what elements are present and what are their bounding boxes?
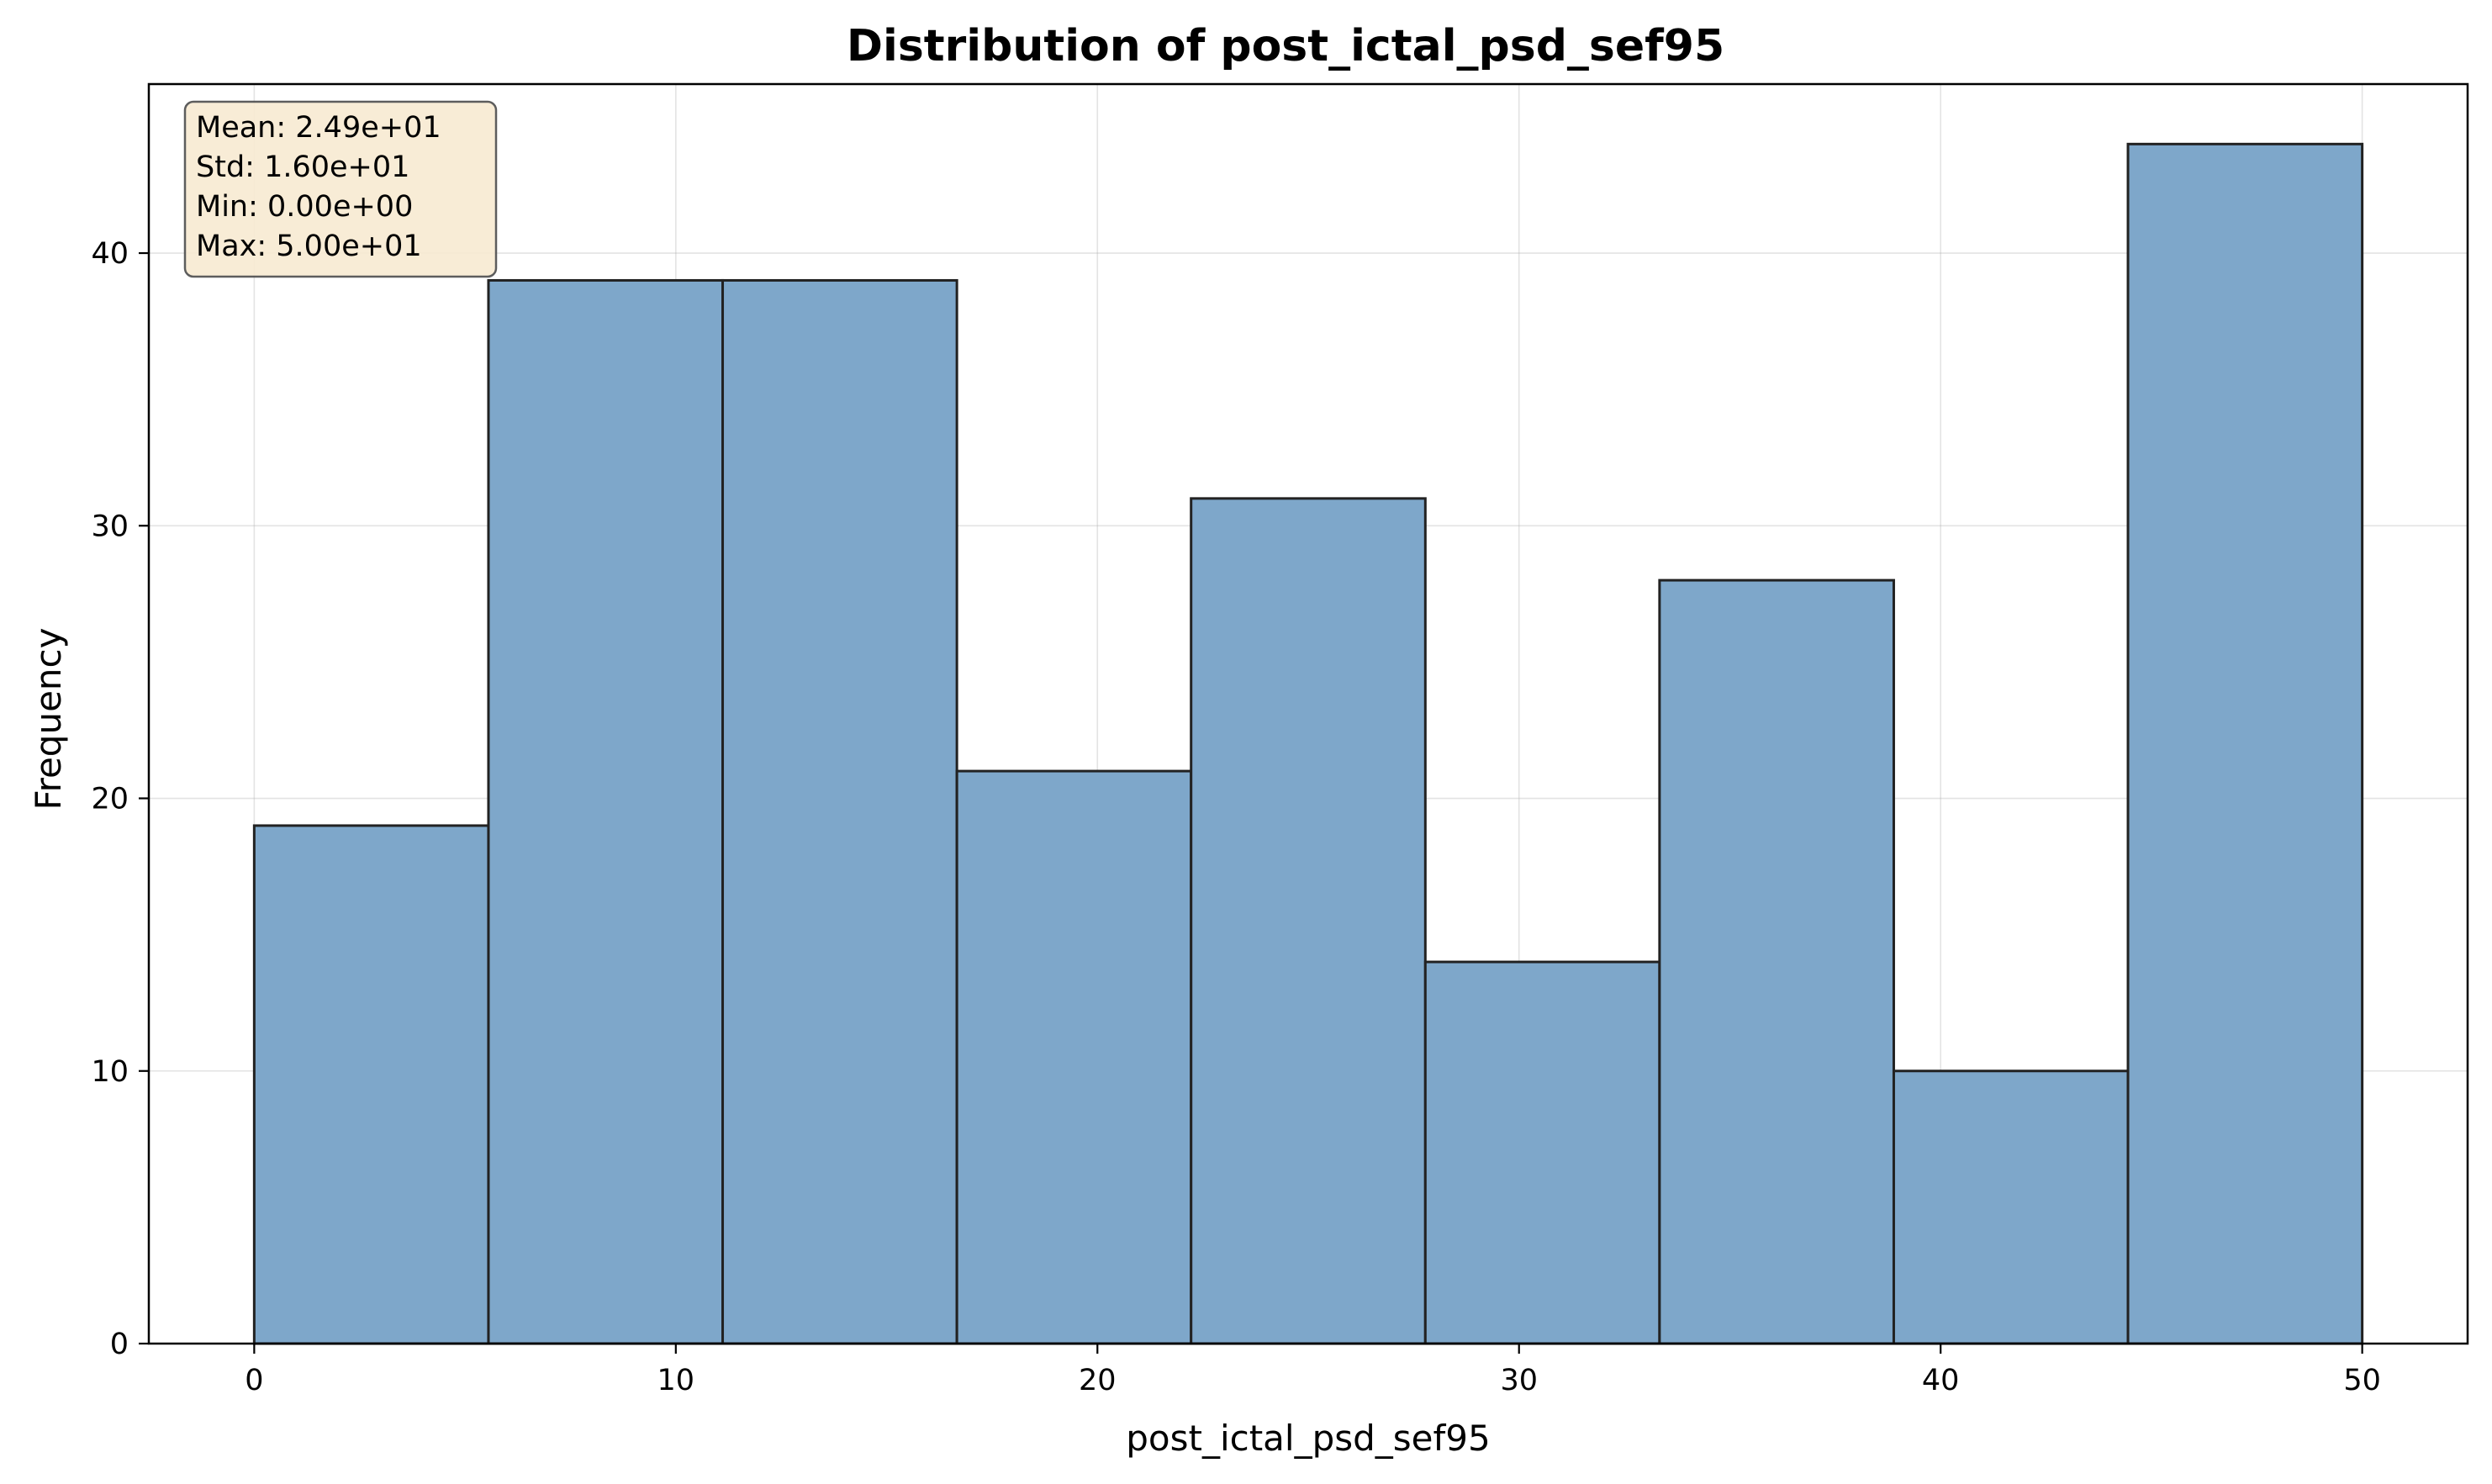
histogram-bar-8 [2126,142,2364,1345]
histogram-bar-3 [955,769,1193,1345]
x-tick-label-1: 10 [657,1364,695,1397]
stats-std: Std: 1.60e+01 [196,151,409,184]
histogram-bar-1 [487,278,725,1345]
histogram-bar-6 [1658,578,1895,1345]
x-tick-label-5: 50 [2343,1364,2381,1397]
histogram-bar-0 [252,824,490,1345]
y-tick-label-1: 10 [91,1055,129,1089]
x-tick-label-2: 20 [1079,1364,1117,1397]
histogram-bar-4 [1190,497,1427,1345]
stats-max: Max: 5.00e+01 [196,230,422,263]
y-tick-label-4: 40 [91,237,129,271]
stats-box-background [183,100,498,278]
plot-frame [147,82,2469,1345]
stats-box: Mean: 2.49e+01 Std: 1.60e+01 Min: 0.00e+… [183,100,498,278]
x-tick-label-3: 30 [1500,1364,1538,1397]
x-axis-ticks: 0 10 20 30 40 50 [245,1344,2381,1397]
x-tick-label-0: 0 [245,1364,263,1397]
x-axis-label: post_ictal_psd_sef95 [1126,1418,1491,1459]
histogram-bar-2 [721,278,958,1345]
x-tick-label-4: 40 [1922,1364,1960,1397]
histogram-bar-5 [1423,960,1661,1345]
histogram-bar-7 [1892,1069,2130,1345]
stats-mean: Mean: 2.49e+01 [196,111,441,145]
y-axis-ticks: 0 10 20 30 40 [91,237,149,1361]
bars [252,142,2364,1345]
y-tick-label-3: 30 [91,510,129,543]
stats-min: Min: 0.00e+00 [196,190,413,224]
chart-title: Distribution of post_ictal_psd_sef95 [847,21,1724,71]
y-tick-label-0: 0 [110,1328,129,1361]
y-tick-label-2: 20 [91,783,129,816]
y-axis-label: Frequency [28,628,69,811]
